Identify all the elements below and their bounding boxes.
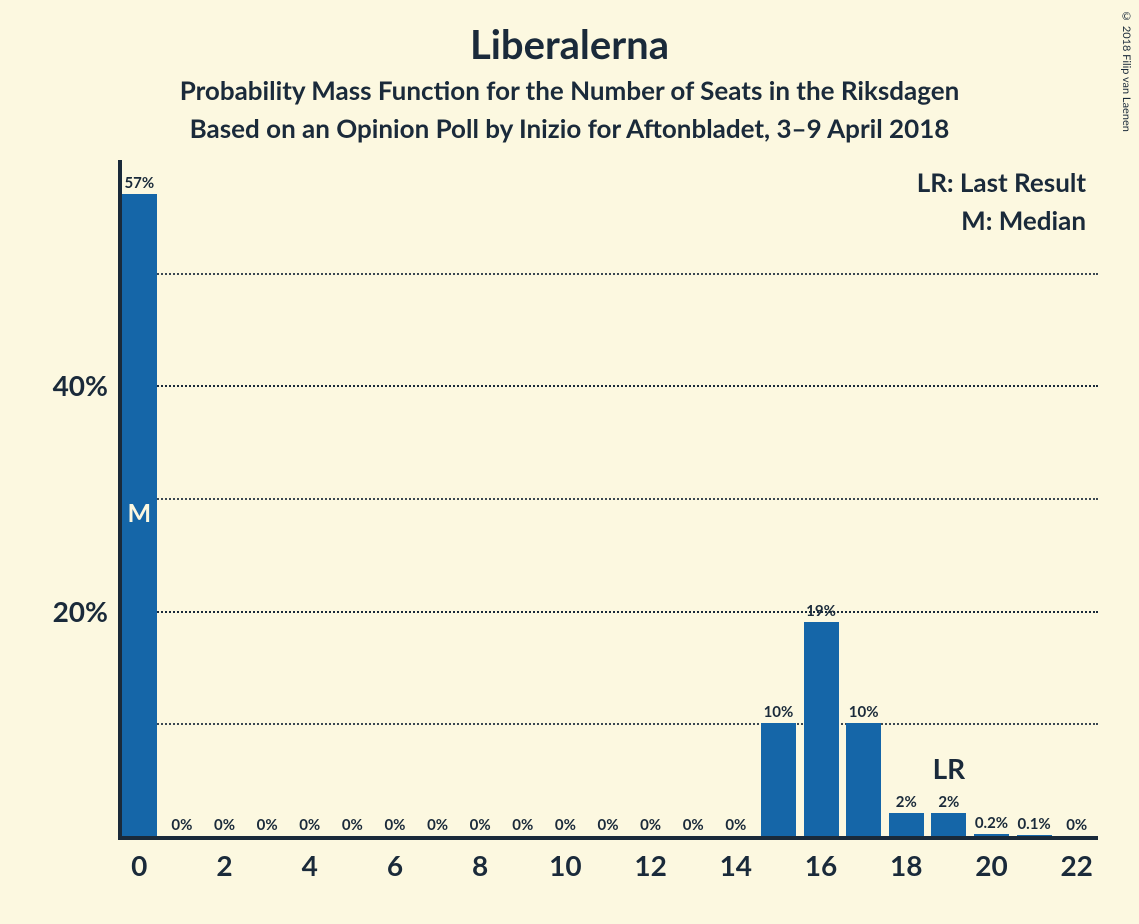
bar-value-label: 10% — [849, 703, 879, 721]
x-tick-label: 16 — [805, 848, 837, 882]
gridline-minor — [122, 723, 1098, 725]
x-tick-label: 14 — [720, 848, 752, 882]
x-tick-label: 20 — [975, 848, 1007, 882]
y-tick-label: 20% — [8, 594, 108, 628]
bar-value-label: 0% — [299, 816, 320, 834]
bar-value-label: 0% — [171, 816, 192, 834]
bar-value-label: 19% — [806, 602, 836, 620]
plot-area: 20%40%024681012141618202257%M0%0%0%0%0%0… — [118, 160, 1098, 840]
x-tick-label: 8 — [472, 848, 488, 882]
bar-value-label: 0% — [257, 816, 278, 834]
bar-value-label: 0% — [342, 816, 363, 834]
x-tick-label: 22 — [1060, 848, 1092, 882]
gridline-minor — [122, 498, 1098, 500]
x-tick-label: 6 — [387, 848, 403, 882]
gridline-major — [122, 385, 1098, 387]
median-marker: M — [127, 498, 151, 528]
x-tick-label: 0 — [131, 848, 147, 882]
legend-lr: LR: Last Result — [917, 166, 1086, 198]
bar — [974, 834, 1009, 836]
bar-value-label: 0% — [1066, 816, 1087, 834]
x-tick-label: 4 — [302, 848, 318, 882]
bar — [889, 813, 924, 836]
bar-value-label: 2% — [896, 793, 917, 811]
bar-value-label: 0.2% — [975, 814, 1008, 832]
x-tick-label: 2 — [216, 848, 232, 882]
bar-value-label: 0% — [725, 816, 746, 834]
chart-subtitle-1: Probability Mass Function for the Number… — [0, 74, 1139, 106]
legend-m: M: Median — [961, 204, 1086, 236]
gridline-minor — [122, 273, 1098, 275]
bar-value-label: 57% — [124, 174, 154, 192]
bar-value-label: 0% — [598, 816, 619, 834]
last-result-marker: LR — [933, 751, 966, 785]
x-tick-label: 10 — [549, 848, 581, 882]
bar-value-label: 10% — [764, 703, 794, 721]
x-axis — [118, 836, 1098, 840]
bar-value-label: 0% — [555, 816, 576, 834]
bar-value-label: 0% — [427, 816, 448, 834]
x-tick-label: 12 — [634, 848, 666, 882]
bar-value-label: 0% — [683, 816, 704, 834]
pmf-bar-chart: 20%40%024681012141618202257%M0%0%0%0%0%0… — [118, 160, 1098, 840]
bar — [931, 813, 966, 836]
bar — [761, 723, 796, 836]
bar — [846, 723, 881, 836]
bar-value-label: 0% — [640, 816, 661, 834]
bar-value-label: 0.1% — [1017, 815, 1050, 833]
bar — [1017, 835, 1052, 836]
chart-subtitle-2: Based on an Opinion Poll by Inizio for A… — [0, 112, 1139, 144]
copyright-text: © 2018 Filip van Laenen — [1120, 10, 1133, 132]
y-tick-label: 40% — [8, 368, 108, 402]
bar-value-label: 0% — [384, 816, 405, 834]
gridline-major — [122, 611, 1098, 613]
bar-value-label: 0% — [470, 816, 491, 834]
bar-value-label: 0% — [512, 816, 533, 834]
bar — [804, 622, 839, 836]
bar-value-label: 2% — [938, 793, 959, 811]
bar-value-label: 0% — [214, 816, 235, 834]
chart-title: Liberalerna — [0, 20, 1139, 68]
x-tick-label: 18 — [890, 848, 922, 882]
